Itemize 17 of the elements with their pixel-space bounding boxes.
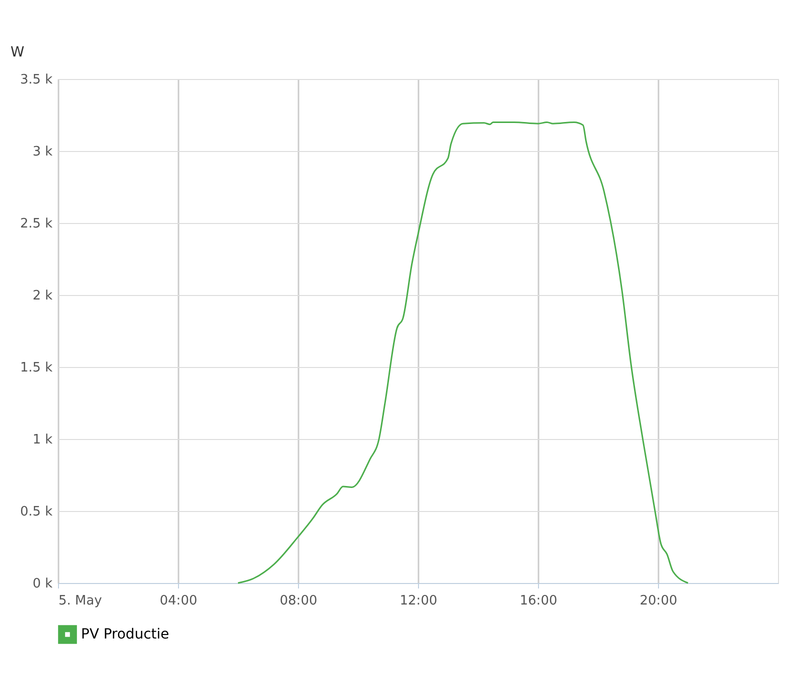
y-tick-label: 1.5 k: [20, 360, 53, 376]
y-tick-label: 3.5 k: [20, 72, 53, 88]
y-tick-label: 3 k: [32, 144, 53, 160]
y-tick-label: 0.5 k: [20, 504, 53, 520]
y-tick-label: 1 k: [32, 432, 53, 448]
y-axis-title: W: [10, 44, 24, 60]
y-tick-label: 2.5 k: [20, 216, 53, 232]
x-tick-label: 08:00: [280, 594, 318, 608]
legend-label: PV Productie: [81, 626, 170, 642]
x-tick-label: 16:00: [520, 594, 558, 608]
x-tick-label: 12:00: [400, 594, 438, 608]
x-tick-label: 5. May: [58, 594, 102, 608]
x-tick-label: 04:00: [160, 594, 198, 608]
y-tick-label: 2 k: [32, 288, 53, 304]
y-tick-label: 0 k: [32, 576, 53, 592]
x-tick-label: 20:00: [640, 594, 678, 608]
line-series: [237, 121, 689, 584]
